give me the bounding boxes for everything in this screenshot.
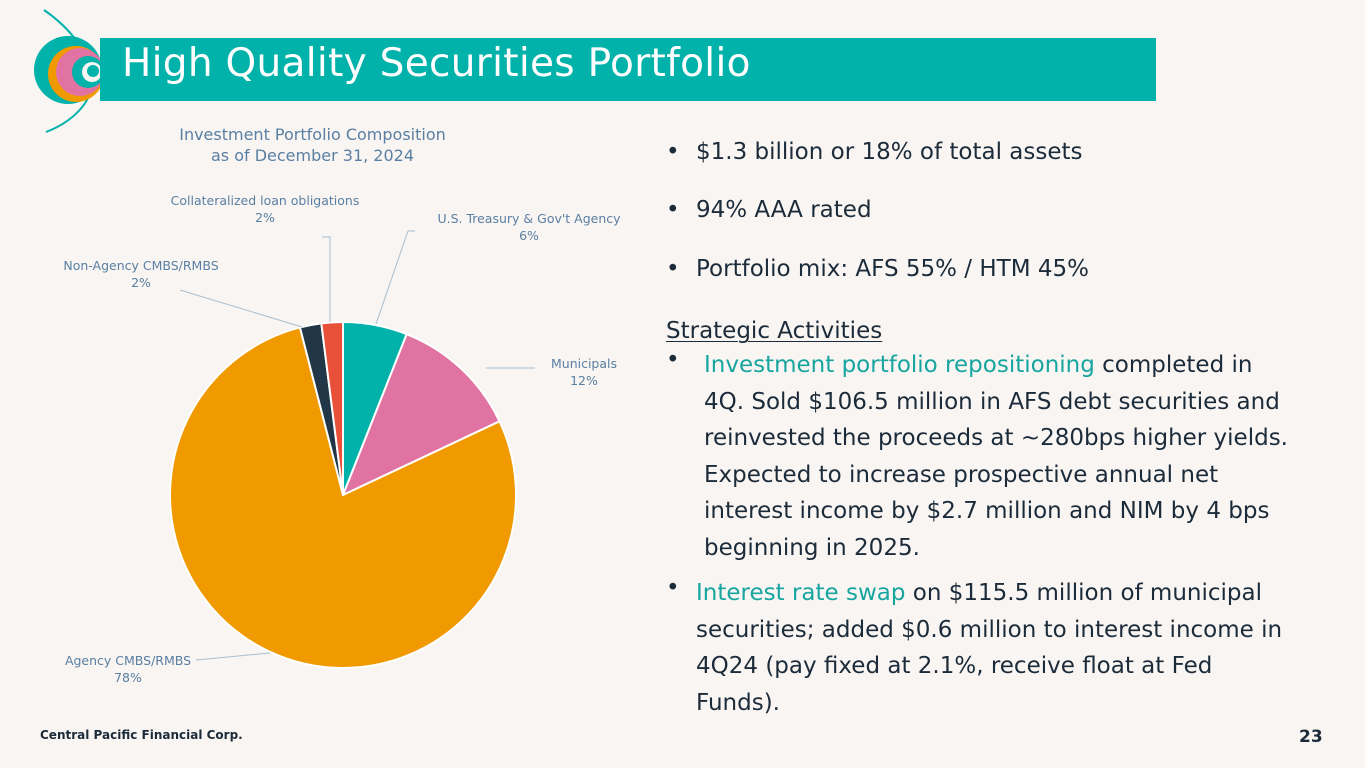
pie-slice-collateralized-loan-obligations xyxy=(320,320,344,496)
slice-label: Non-Agency CMBS/RMBS xyxy=(63,258,218,273)
footer-company: Central Pacific Financial Corp. xyxy=(40,728,243,742)
slice-value-label: 6% xyxy=(519,228,539,243)
bullet-item: • $1.3 billion or 18% of total assets xyxy=(666,139,1083,165)
activity-text: on $115.5 million of municipal securitie… xyxy=(696,580,1283,716)
slice-value-label: 2% xyxy=(131,275,151,290)
bullet-text: 94% AAA rated xyxy=(696,197,872,223)
pie-slice-agency-cmbs-rmbs xyxy=(169,326,518,670)
leader-line xyxy=(322,236,331,322)
chart-subtitle: as of December 31, 2024 xyxy=(210,146,415,165)
leader-line xyxy=(195,652,271,661)
page-title: High Quality Securities Portfolio xyxy=(122,41,751,86)
slice-label: Agency CMBS/RMBS xyxy=(65,653,191,668)
slice-value-label: 2% xyxy=(255,210,275,225)
pie-slice-municipals xyxy=(341,332,501,497)
company-logo xyxy=(34,9,104,133)
page-number: 23 xyxy=(1299,727,1323,747)
chart-title-block: Investment Portfolio Composition as of D… xyxy=(150,124,475,166)
leader-line xyxy=(375,230,415,325)
pie-chart: U.S. Treasury & Gov't Agency 6% Municipals… xyxy=(63,193,621,685)
title-bar xyxy=(100,38,1156,101)
slice-label: Municipals xyxy=(551,356,617,371)
bullet-text: Portfolio mix: AFS 55% / HTM 45% xyxy=(696,256,1089,282)
activity-highlight: Investment portfolio repositioning xyxy=(704,352,1095,378)
activity-text: completed in 4Q. Sold $106.5 million in … xyxy=(704,352,1288,561)
strategic-activities-heading: Strategic Activities xyxy=(666,318,883,344)
bullet-item: • 94% AAA rated xyxy=(666,197,872,223)
leader-line xyxy=(179,289,303,328)
slice-label: U.S. Treasury & Gov't Agency xyxy=(437,211,621,226)
slice-value-label: 78% xyxy=(114,670,142,685)
chart-title: Investment Portfolio Composition xyxy=(179,125,446,144)
activity-highlight: Interest rate swap xyxy=(696,580,906,606)
slice-value-label: 12% xyxy=(570,373,598,388)
bullet-text: $1.3 billion or 18% of total assets xyxy=(696,139,1083,165)
bullet-item: • Portfolio mix: AFS 55% / HTM 45% xyxy=(666,256,1089,282)
slice-label: Collateralized loan obligations xyxy=(171,193,360,208)
